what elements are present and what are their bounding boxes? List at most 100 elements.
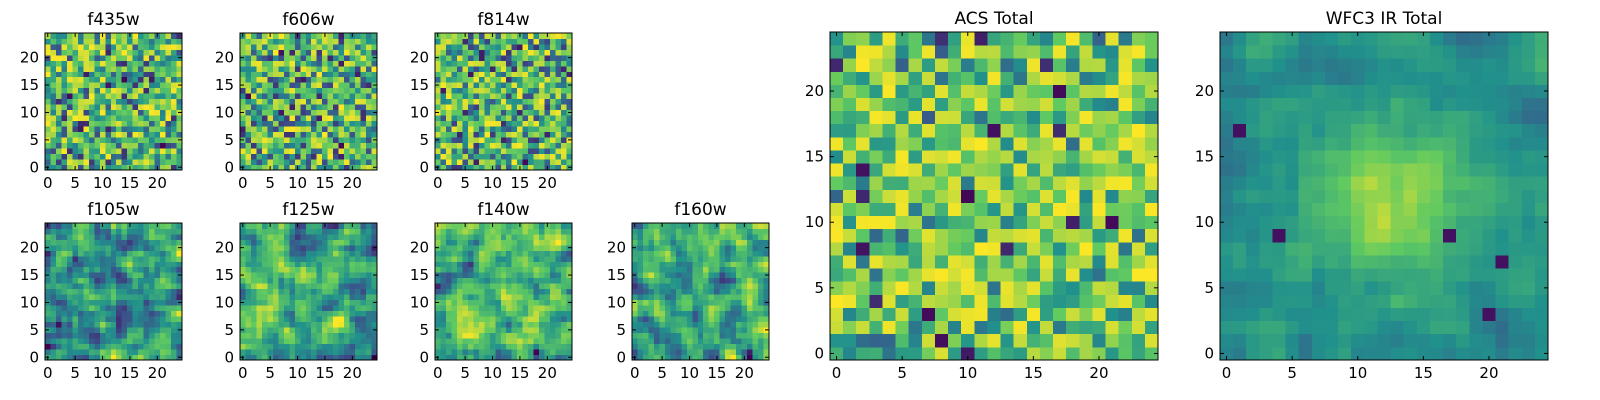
heatmap-cell [462,266,469,273]
heatmap-cell [99,76,106,83]
heatmap-cell [544,299,551,306]
heatmap-cell [456,327,463,333]
heatmap-cell [1144,255,1159,269]
heatmap-cell [110,93,117,100]
heatmap-cell [445,239,452,246]
heatmap-cells [435,223,573,361]
heatmap-cell [830,150,844,164]
heatmap-cell [517,131,524,138]
heatmap-cell [116,126,123,133]
heatmap-cell [316,87,323,94]
heatmap-cell [283,250,290,257]
heatmap-cell [272,43,279,50]
heatmap-cell [692,223,699,229]
heatmap-cell [1000,268,1015,282]
heatmap-cell [550,233,556,240]
heatmap-cell [478,250,485,257]
heatmap-cell [160,288,166,295]
heatmap-cell [99,104,106,111]
heatmap-cell [703,255,710,262]
heatmap-cell [473,310,480,317]
heatmap-cell [489,349,496,355]
heatmap-cell [555,87,562,94]
heatmap-cell [132,316,139,323]
heatmap-cell [522,349,529,355]
heatmap-cell [1092,333,1106,348]
heatmap-cell [83,244,90,251]
heatmap-cell [176,310,183,317]
heatmap-cell [478,65,485,72]
heatmap-cell [366,250,372,257]
heatmap-cell [171,288,177,295]
heatmap-cell [533,250,540,257]
heatmap-cell [484,76,491,83]
heatmap-cell [517,54,524,61]
heatmap-cell [50,316,57,323]
heatmap-cell [300,316,307,323]
heatmap-cell [311,60,318,67]
heatmap-cell [300,354,307,361]
heatmap-cell [267,153,274,160]
heatmap-cell [250,126,257,133]
heatmap-cell [561,244,567,251]
heatmap-cell [116,93,123,100]
heatmap-cell [105,233,112,240]
heatmap-cell [435,277,441,284]
heatmap-cell [149,43,155,50]
heatmap-cell [484,277,491,284]
heatmap-cell [566,131,573,138]
heatmap-cell [659,233,666,240]
heatmap-cell [66,109,73,116]
heatmap-cell [99,299,106,306]
heatmap-cell [725,349,732,355]
heatmap-cell [176,343,183,350]
heatmap-cell [355,310,361,317]
heatmap-cell [719,327,726,333]
heatmap-cell [360,131,367,138]
heatmap-cell [294,250,301,257]
heatmap-cell [725,321,732,328]
heatmap-cell [495,60,502,67]
heatmap-cell [45,288,51,295]
heatmap-cell [961,241,975,256]
heatmap-cell [77,115,84,122]
heatmap-cell [451,349,458,355]
heatmap-cell [316,255,323,262]
heatmap-cell [176,250,183,257]
heatmap-cell [1013,346,1028,361]
heatmap-cell [648,343,655,350]
heatmap-cell [697,283,704,290]
y-tick-label: 5 [224,321,234,339]
heatmap-cell [456,310,463,317]
heatmap-cell [261,266,268,273]
heatmap-cell [344,228,350,235]
heatmap-cell [349,244,356,251]
heatmap-cell [517,294,524,301]
heatmap-cell [714,266,721,273]
heatmap-cell [763,250,770,257]
heatmap-cell [77,283,84,290]
heatmap-cell [132,153,139,160]
heatmap-cell [245,159,252,165]
heatmap-cell [670,250,677,257]
heatmap-cell [561,98,567,105]
heatmap-cell [440,49,447,56]
heatmap-cell [555,159,562,165]
heatmap-cell [349,142,356,149]
heatmap-cell [371,38,378,45]
heatmap-cell [506,93,513,100]
heatmap-cell [83,33,90,39]
heatmap-cell [664,332,671,339]
heatmap-cell [88,305,95,312]
heatmap-cell [495,98,502,105]
heatmap-cell [294,104,301,111]
heatmap-cell [94,60,101,67]
heatmap-cell [61,228,68,235]
heatmap-cell [648,338,655,344]
heatmap-cell [659,327,666,333]
heatmap-cell [305,60,312,67]
heatmap-cell [94,349,101,355]
heatmap-cell [300,153,307,160]
heatmap-cell [45,93,51,100]
heatmap-cell [747,277,753,284]
